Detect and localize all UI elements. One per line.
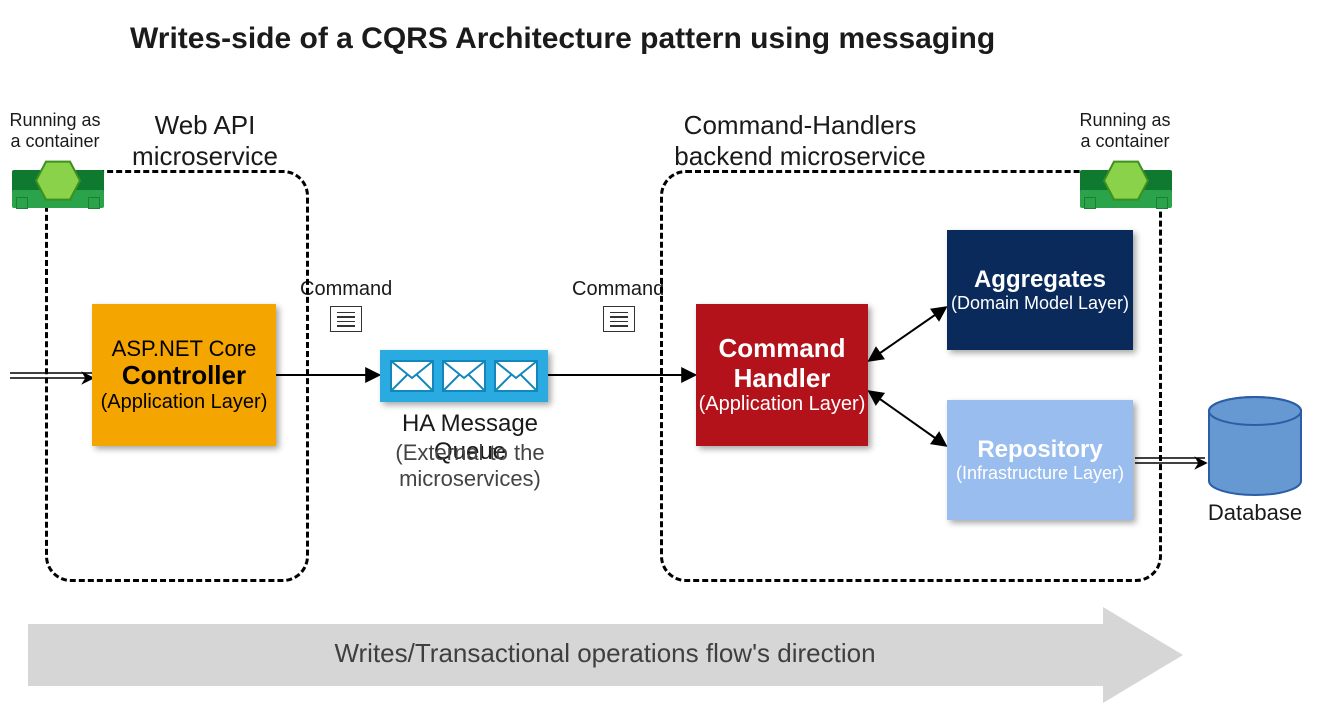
webapi-title-line2: microservice xyxy=(132,141,278,171)
ch-line2: Handler xyxy=(734,364,831,394)
queue-box xyxy=(380,350,548,402)
handlers-title-line2: backend microservice xyxy=(674,141,925,171)
node-controller: ASP.NET Core Controller (Application Lay… xyxy=(92,304,276,446)
handlers-title-line1: Command-Handlers xyxy=(684,110,917,140)
node-repository: Repository (Infrastructure Layer) xyxy=(947,400,1133,520)
controller-line3: (Application Layer) xyxy=(101,391,268,414)
container-icon-left xyxy=(12,160,104,208)
repo-line2: (Infrastructure Layer) xyxy=(956,463,1124,484)
agg-line1: Aggregates xyxy=(974,266,1106,294)
database-label: Database xyxy=(1200,500,1310,526)
webapi-title-line1: Web API xyxy=(155,110,256,140)
handlers-title: Command-Handlers backend microservice xyxy=(635,110,965,172)
envelope-icon xyxy=(390,360,434,392)
document-icon-2 xyxy=(603,306,635,332)
diagram-canvas: Writes-side of a CQRS Architecture patte… xyxy=(0,0,1325,714)
webapi-title: Web API microservice xyxy=(110,110,300,172)
repo-line1: Repository xyxy=(977,436,1102,464)
webapi-container-badge-label: Running asa container xyxy=(0,110,110,151)
node-aggregates: Aggregates (Domain Model Layer) xyxy=(947,230,1133,350)
envelope-icon xyxy=(494,360,538,392)
document-icon-1 xyxy=(330,306,362,332)
container-icon-right xyxy=(1080,160,1172,208)
agg-line2: (Domain Model Layer) xyxy=(951,293,1129,314)
node-command-handler: Command Handler (Application Layer) xyxy=(696,304,868,446)
edge-label-command1: Command xyxy=(300,278,392,301)
handlers-container-badge-label: Running asa container xyxy=(1065,110,1185,151)
controller-line2: Controller xyxy=(122,361,246,391)
flow-direction-label: Writes/Transactional operations flow's d… xyxy=(20,638,1190,669)
envelope-icon xyxy=(442,360,486,392)
ch-line1: Command xyxy=(718,334,845,364)
edge-label-command2: Command xyxy=(572,278,664,301)
ch-line3: (Application Layer) xyxy=(699,393,866,416)
queue-subtitle: (External to the microservices) xyxy=(370,440,570,492)
flow-direction-arrow: Writes/Transactional operations flow's d… xyxy=(20,620,1190,690)
controller-line1: ASP.NET Core xyxy=(112,336,257,361)
